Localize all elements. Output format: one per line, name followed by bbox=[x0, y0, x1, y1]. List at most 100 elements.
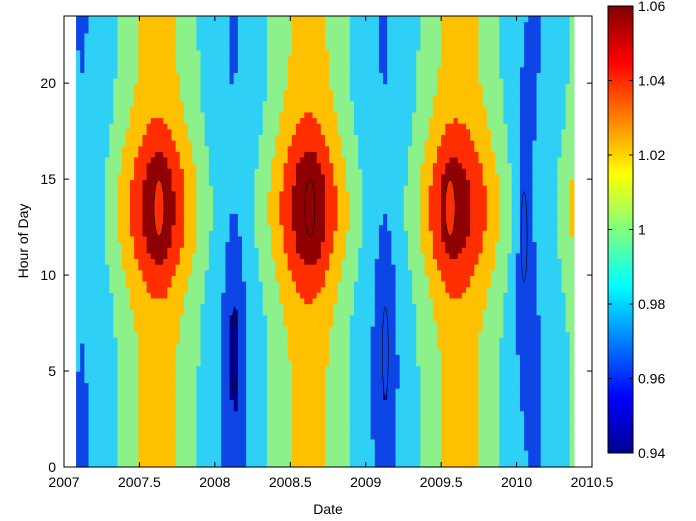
contour-cell bbox=[167, 61, 173, 68]
contour-cell bbox=[138, 21, 144, 28]
contour-cell bbox=[121, 78, 127, 85]
contour-cell bbox=[175, 337, 181, 344]
contour-cell bbox=[308, 331, 314, 338]
contour-cell bbox=[283, 123, 289, 130]
contour-cell bbox=[300, 106, 305, 113]
contour-cell bbox=[279, 106, 285, 113]
contour-cell bbox=[76, 258, 81, 265]
contour-cell bbox=[221, 421, 227, 429]
contour-cell bbox=[109, 83, 115, 90]
contour-cell bbox=[237, 21, 243, 28]
contour-cell bbox=[316, 303, 322, 310]
contour-cell bbox=[142, 49, 148, 57]
contour-cell bbox=[154, 247, 160, 254]
contour-cell bbox=[113, 252, 119, 260]
contour-cell bbox=[271, 196, 276, 203]
contour-cell bbox=[287, 117, 293, 124]
contour-cell bbox=[312, 280, 318, 288]
contour-cell bbox=[258, 32, 264, 40]
contour-cell bbox=[225, 399, 231, 406]
contour-cell bbox=[163, 303, 168, 310]
contour-cell bbox=[200, 207, 206, 214]
contour-cell bbox=[283, 404, 289, 412]
contour-cell bbox=[179, 168, 185, 175]
contour-cell bbox=[233, 16, 239, 23]
contour-cell bbox=[233, 128, 239, 135]
contour-cell bbox=[88, 331, 94, 338]
contour-cell bbox=[76, 207, 81, 214]
contour-cell bbox=[167, 156, 173, 164]
contour-cell bbox=[150, 128, 156, 135]
contour-cell bbox=[204, 297, 210, 305]
contour-cell bbox=[254, 78, 260, 85]
contour-cell bbox=[188, 179, 193, 186]
contour-cell bbox=[109, 213, 115, 220]
contour-cell bbox=[196, 258, 202, 265]
contour-cell bbox=[258, 196, 264, 203]
contour-cell bbox=[171, 309, 177, 316]
contour-cell bbox=[225, 49, 231, 57]
contour-cell bbox=[295, 66, 301, 73]
contour-cell bbox=[142, 111, 148, 119]
contour-cell bbox=[287, 320, 293, 327]
contour-cell bbox=[125, 461, 131, 468]
contour-cell bbox=[109, 354, 115, 361]
contour-cell bbox=[100, 111, 106, 119]
contour-cell bbox=[237, 235, 243, 243]
contour-cell bbox=[329, 72, 334, 79]
contour-cell bbox=[121, 89, 127, 96]
contour-cell bbox=[138, 128, 144, 135]
contour-cell bbox=[121, 348, 127, 355]
contour-cell bbox=[88, 342, 94, 350]
contour-cell bbox=[142, 331, 148, 338]
contour-cell bbox=[233, 38, 239, 45]
contour-cell bbox=[312, 173, 318, 181]
contour-cell bbox=[300, 241, 305, 248]
contour-cell bbox=[279, 32, 285, 40]
contour-cell bbox=[312, 72, 318, 79]
contour-cell bbox=[300, 382, 305, 389]
contour-cell bbox=[291, 21, 297, 28]
contour-cell bbox=[204, 258, 210, 265]
contour-cell bbox=[113, 66, 119, 73]
contour-cell bbox=[262, 213, 268, 220]
contour-cell bbox=[146, 202, 152, 209]
contour-cell bbox=[283, 94, 289, 102]
contour-cell bbox=[130, 168, 135, 175]
contour-cell bbox=[109, 156, 115, 164]
contour-cell bbox=[271, 252, 276, 260]
contour-cell bbox=[121, 275, 127, 282]
contour-cell bbox=[258, 123, 264, 130]
contour-cell bbox=[229, 314, 235, 322]
contour-cell bbox=[212, 404, 218, 412]
contour-cell bbox=[100, 173, 106, 181]
contour-cell bbox=[312, 371, 318, 378]
contour-cell bbox=[271, 444, 276, 451]
contour-cell bbox=[175, 292, 181, 299]
contour-cell bbox=[92, 32, 98, 40]
contour-cell bbox=[196, 78, 202, 85]
contour-cell bbox=[138, 27, 144, 34]
contour-cell bbox=[217, 89, 222, 96]
contour-cell bbox=[279, 235, 285, 243]
contour-cell bbox=[275, 348, 280, 355]
contour-cell bbox=[312, 314, 318, 322]
contour-cell bbox=[183, 185, 189, 192]
contour-cell bbox=[212, 416, 218, 423]
contour-cell bbox=[192, 145, 197, 152]
contour-cell bbox=[200, 320, 206, 327]
contour-cell bbox=[312, 49, 318, 57]
contour-cell bbox=[183, 410, 189, 417]
contour-cell bbox=[76, 292, 81, 299]
contour-cell bbox=[266, 404, 272, 412]
contour-cell bbox=[217, 27, 222, 34]
contour-cell bbox=[171, 314, 177, 322]
contour-cell bbox=[154, 382, 160, 389]
contour-cell bbox=[242, 213, 247, 220]
contour-cell bbox=[237, 89, 243, 96]
contour-cell bbox=[246, 348, 251, 355]
contour-cell bbox=[138, 444, 144, 451]
contour-cell bbox=[125, 286, 131, 293]
contour-cell bbox=[167, 145, 173, 152]
contour-cell bbox=[171, 427, 177, 434]
